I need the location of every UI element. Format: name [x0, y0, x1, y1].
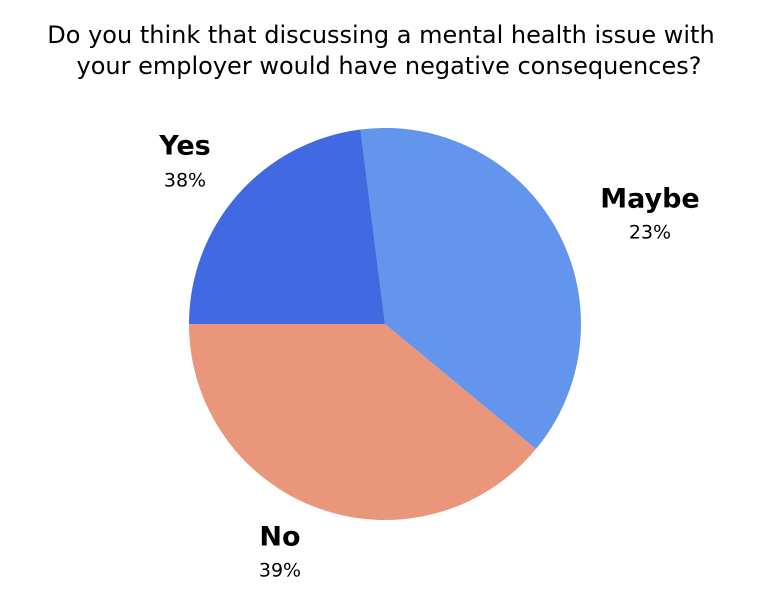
- slice-label: Maybe: [600, 184, 700, 215]
- chart-title: your employer would have negative conseq…: [77, 52, 702, 80]
- value-label: 38%: [164, 170, 206, 192]
- slice-label: No: [259, 522, 300, 553]
- pie-slice: [189, 324, 537, 520]
- value-label: 39%: [259, 560, 301, 582]
- slice-label: Yes: [158, 131, 210, 162]
- pie-slice: [360, 128, 581, 449]
- pie-slice: [189, 129, 385, 324]
- value-label: 23%: [629, 222, 671, 244]
- chart-title: Do you think that discussing a mental he…: [47, 21, 714, 49]
